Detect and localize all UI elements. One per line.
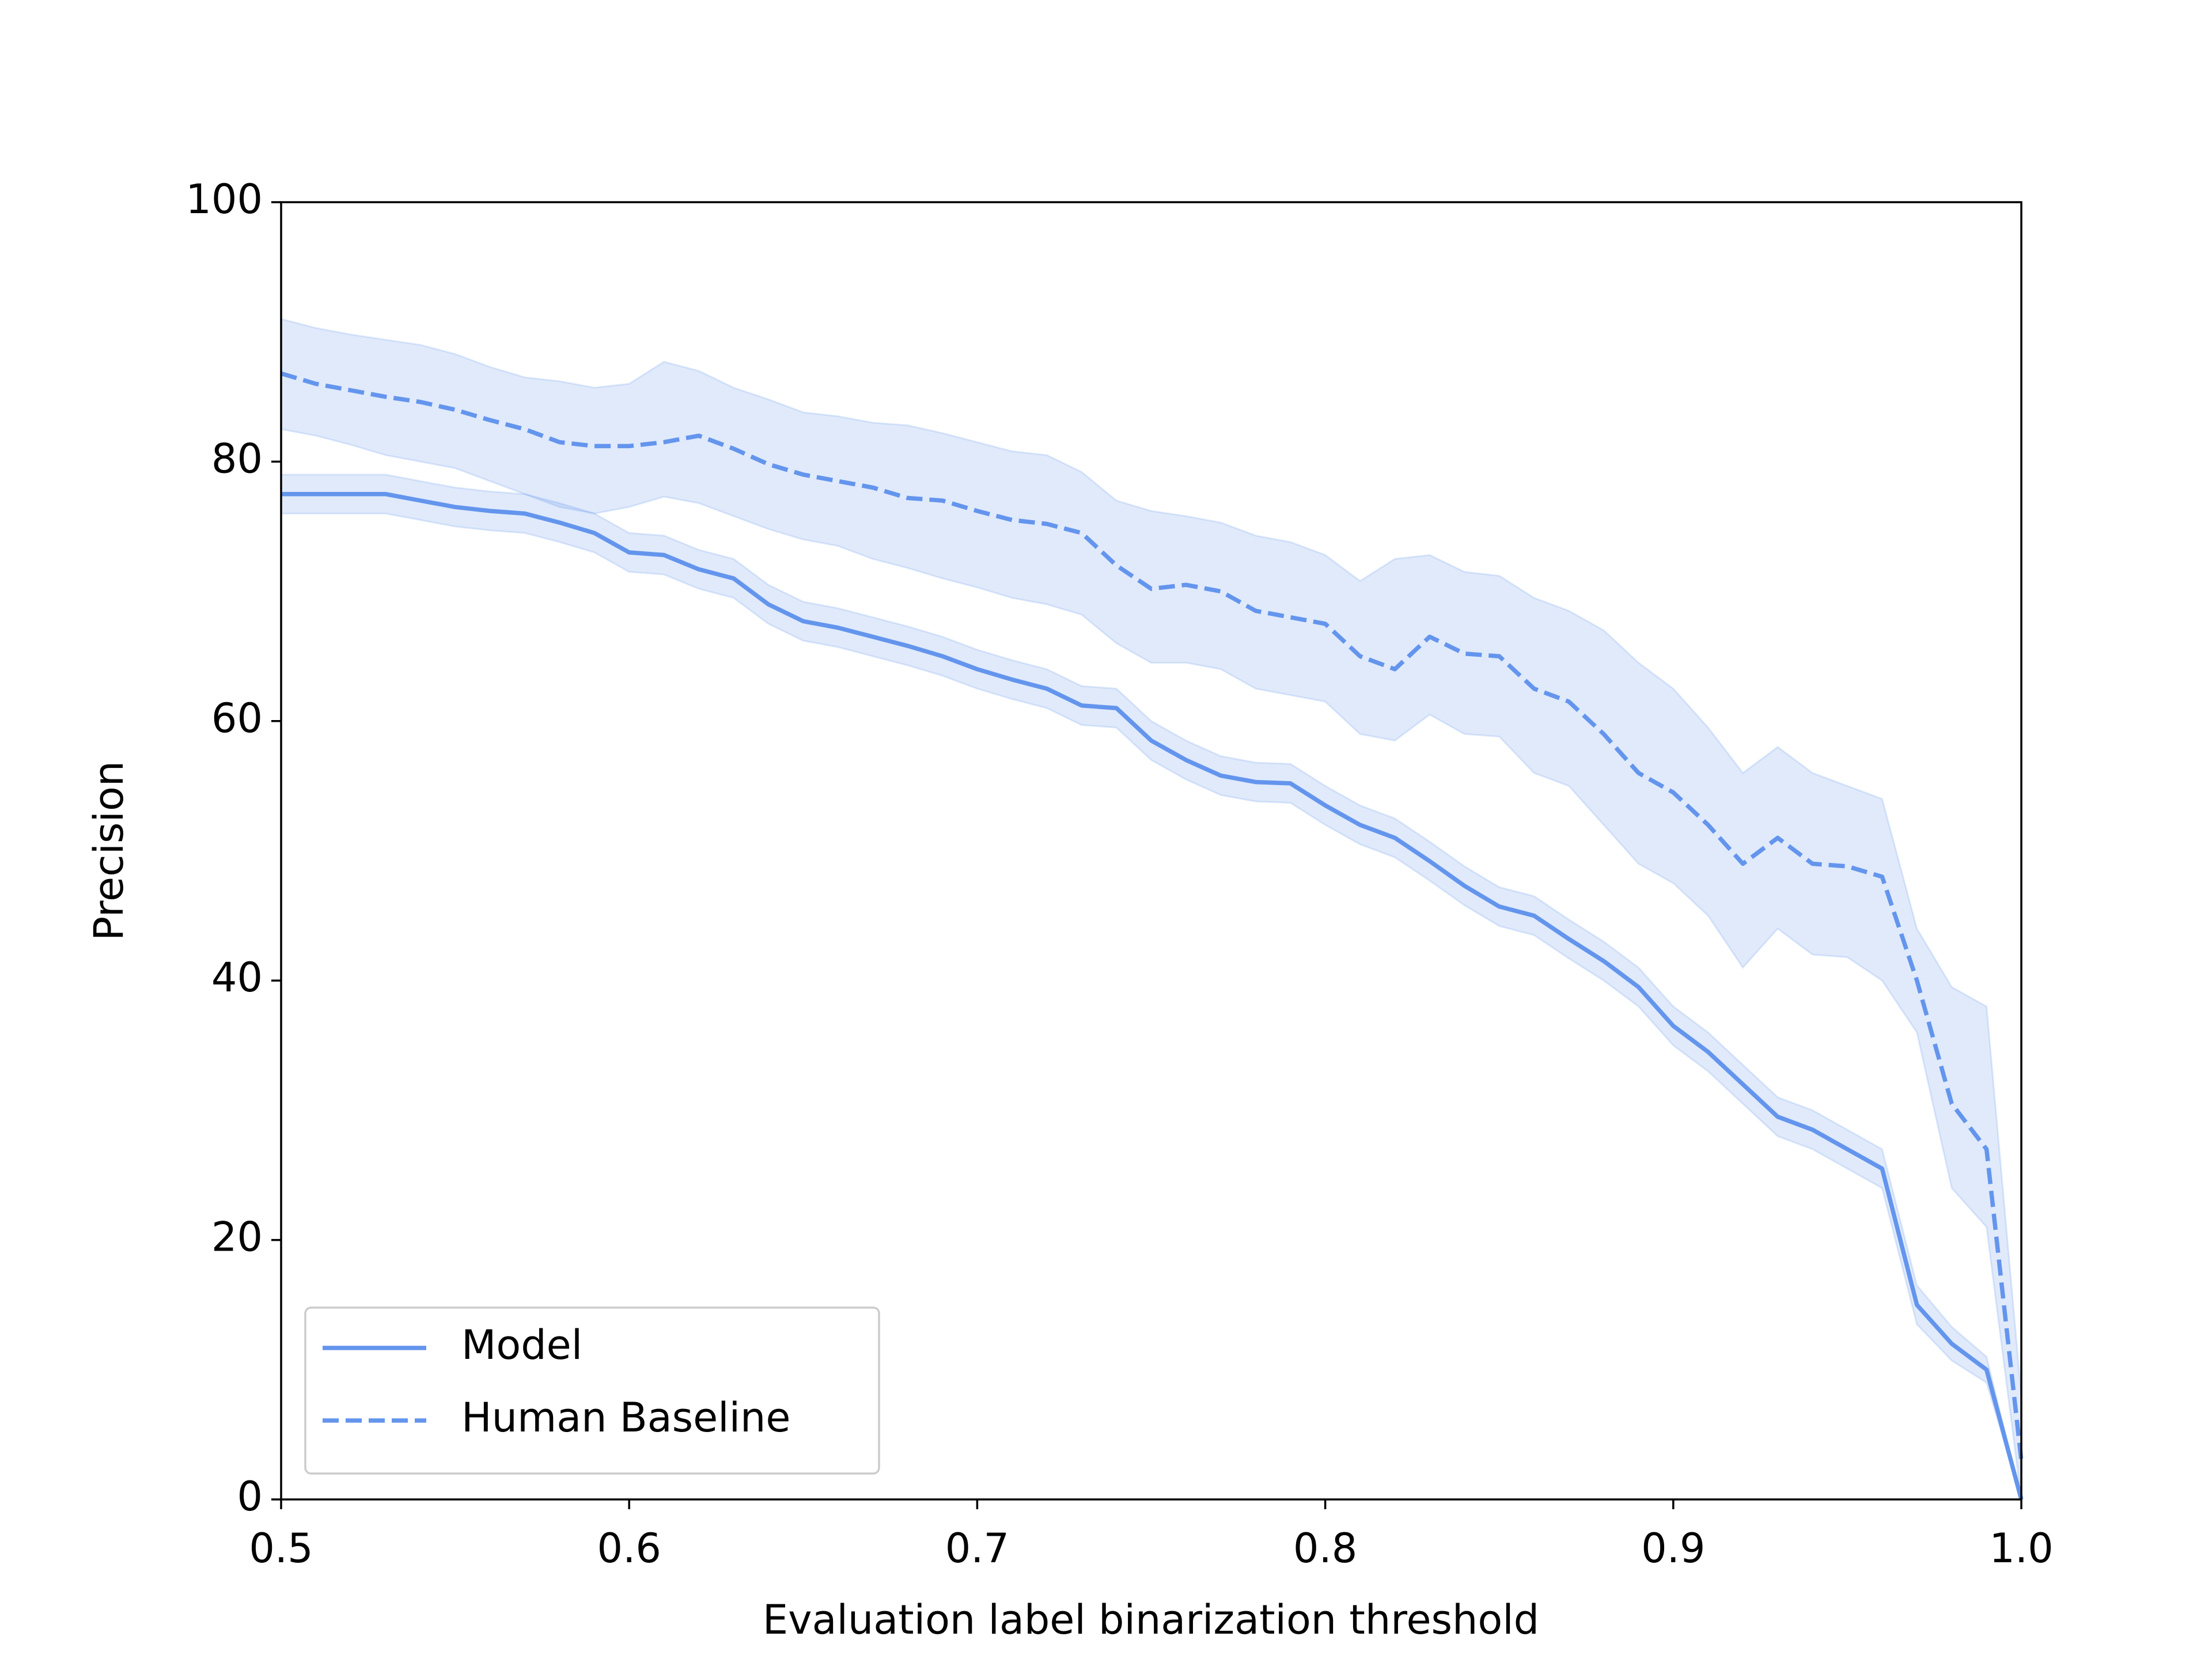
x-tick-label: 0.8 [1293,1525,1357,1572]
y-tick-label: 80 [211,435,263,482]
legend-label: Human Baseline [461,1394,790,1441]
y-tick-label: 40 [211,954,263,1001]
x-tick-label: 0.5 [249,1525,313,1572]
x-tick-label: 0.7 [945,1525,1009,1572]
y-tick-label: 20 [211,1214,263,1261]
y-tick-label: 100 [185,176,263,223]
line [280,371,2024,1461]
plot-frame [280,201,2022,1501]
legend: Model Human Baseline [304,1306,880,1475]
x-tick-label: 0.9 [1641,1525,1705,1572]
x-tick-label: 0.6 [597,1525,661,1572]
x-axis-label: Evaluation label binarization threshold [763,1596,1539,1643]
legend-label: Model [461,1321,582,1369]
y-tick-label: 60 [211,695,263,742]
x-tick-label: 1.0 [1989,1525,2053,1572]
legend-box [304,1306,880,1475]
line [281,491,2024,1500]
y-tick-label: 0 [237,1473,263,1520]
y-axis-label: Precision [85,761,132,941]
